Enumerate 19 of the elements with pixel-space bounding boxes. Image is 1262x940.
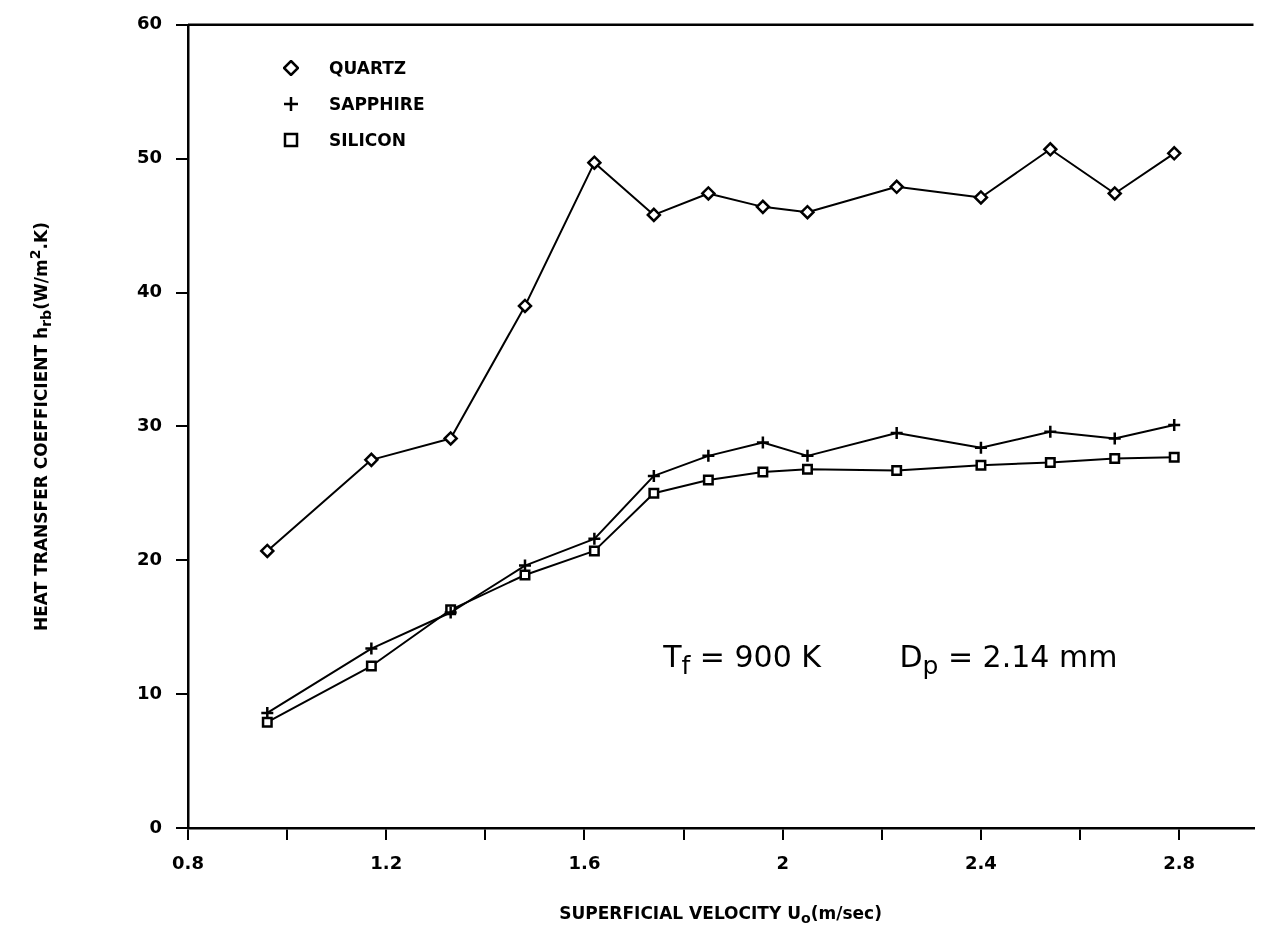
legend-label: SILICON	[329, 129, 406, 150]
y-tick-label: 10	[136, 681, 162, 703]
y-tick-label: 50	[136, 146, 162, 168]
x-axis-title: SUPERFICIAL VELOCITY U$_{o}$(m/sec)	[559, 903, 882, 927]
x-tick-label: 2.8	[1163, 852, 1196, 874]
y-tick-label: 40	[136, 280, 162, 302]
y-tick-label: 60	[136, 12, 162, 34]
x-tick-label: 2.4	[964, 852, 997, 874]
x-tick-label: 0.8	[172, 852, 204, 874]
x-tick-label: 2	[776, 852, 789, 874]
x-tick-label: 1.6	[568, 852, 601, 874]
annotation: T$_{f}$ = 900 K	[663, 638, 821, 680]
y-tick-label: 20	[136, 547, 162, 569]
x-tick-label: 1.2	[370, 852, 403, 874]
legend-label: SAPPHIRE	[329, 93, 425, 114]
y-tick-label: 30	[136, 414, 162, 436]
legend-label: QUARTZ	[329, 57, 407, 78]
y-tick-label: 0	[149, 815, 162, 837]
annotation: D$_{p}$ = 2.14 mm	[899, 638, 1118, 680]
